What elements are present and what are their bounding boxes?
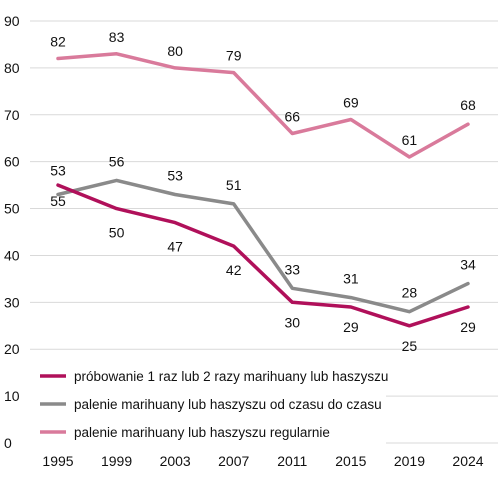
y-tick-label: 40 bbox=[4, 247, 20, 263]
data-label-series-1: 25 bbox=[402, 338, 418, 354]
series-line-2 bbox=[56, 178, 470, 314]
data-label-series-1: 47 bbox=[167, 239, 183, 255]
x-tick-label: 2003 bbox=[160, 453, 191, 469]
x-tick-label: 1995 bbox=[42, 453, 73, 469]
data-label-series-2: 53 bbox=[50, 162, 66, 178]
data-label-series-3: 61 bbox=[402, 132, 418, 148]
x-axis-ticks: 1995 1999 2003 2007 2011 2015 2019 2024 bbox=[42, 453, 483, 469]
data-label-series-2: 56 bbox=[109, 153, 125, 169]
data-label-series-3: 68 bbox=[460, 97, 476, 113]
data-label-series-1: 55 bbox=[50, 193, 66, 209]
y-tick-label: 0 bbox=[4, 435, 12, 451]
data-label-series-3: 66 bbox=[284, 109, 300, 125]
legend-label-series-2: palenie marihuany lub haszyszu od czasu … bbox=[74, 397, 382, 412]
y-tick-label: 20 bbox=[4, 341, 20, 357]
y-tick-label: 10 bbox=[4, 388, 20, 404]
data-label-series-2: 28 bbox=[402, 285, 418, 301]
legend-label-series-1: próbowanie 1 raz lub 2 razy marihuany lu… bbox=[74, 369, 388, 384]
data-label-series-2: 53 bbox=[167, 167, 183, 183]
x-tick-label: 2019 bbox=[394, 453, 425, 469]
series-line-1 bbox=[56, 183, 470, 328]
series-lines bbox=[56, 52, 470, 328]
y-tick-label: 30 bbox=[4, 294, 20, 310]
data-label-series-1: 50 bbox=[109, 225, 125, 241]
data-labels: 55 50 47 42 30 29 25 29 53 56 53 51 33 31 28 34 82 83 80 79… bbox=[50, 29, 476, 354]
data-label-series-1: 29 bbox=[460, 319, 476, 335]
data-label-series-2: 33 bbox=[284, 261, 300, 277]
y-tick-label: 50 bbox=[4, 201, 20, 217]
data-label-series-3: 69 bbox=[343, 94, 359, 110]
series-line-3 bbox=[56, 52, 470, 159]
x-tick-label: 2024 bbox=[452, 453, 483, 469]
x-tick-label: 2011 bbox=[277, 453, 307, 469]
x-tick-label: 2015 bbox=[335, 453, 366, 469]
data-label-series-2: 31 bbox=[343, 271, 359, 287]
data-label-series-2: 51 bbox=[226, 177, 242, 193]
data-label-series-3: 79 bbox=[226, 48, 242, 64]
data-label-series-1: 30 bbox=[284, 314, 300, 330]
x-tick-label: 1999 bbox=[101, 453, 132, 469]
data-label-series-1: 42 bbox=[226, 262, 242, 278]
data-label-series-2: 34 bbox=[460, 257, 476, 273]
data-label-series-3: 83 bbox=[109, 29, 125, 45]
data-label-series-3: 80 bbox=[167, 43, 183, 59]
y-axis-ticks: 0 10 20 30 40 50 60 70 80 90 bbox=[4, 13, 20, 451]
y-tick-label: 80 bbox=[4, 60, 20, 76]
legend-box bbox=[30, 360, 386, 450]
y-tick-label: 60 bbox=[4, 154, 20, 170]
legend-label-series-3: palenie marihuany lub haszyszu regularni… bbox=[74, 425, 330, 440]
data-label-series-1: 29 bbox=[343, 319, 359, 335]
x-tick-label: 2007 bbox=[218, 453, 249, 469]
y-tick-label: 70 bbox=[4, 107, 20, 123]
legend: próbowanie 1 raz lub 2 razy marihuany lu… bbox=[30, 360, 388, 450]
y-tick-label: 90 bbox=[4, 13, 20, 29]
data-label-series-3: 82 bbox=[50, 34, 66, 50]
